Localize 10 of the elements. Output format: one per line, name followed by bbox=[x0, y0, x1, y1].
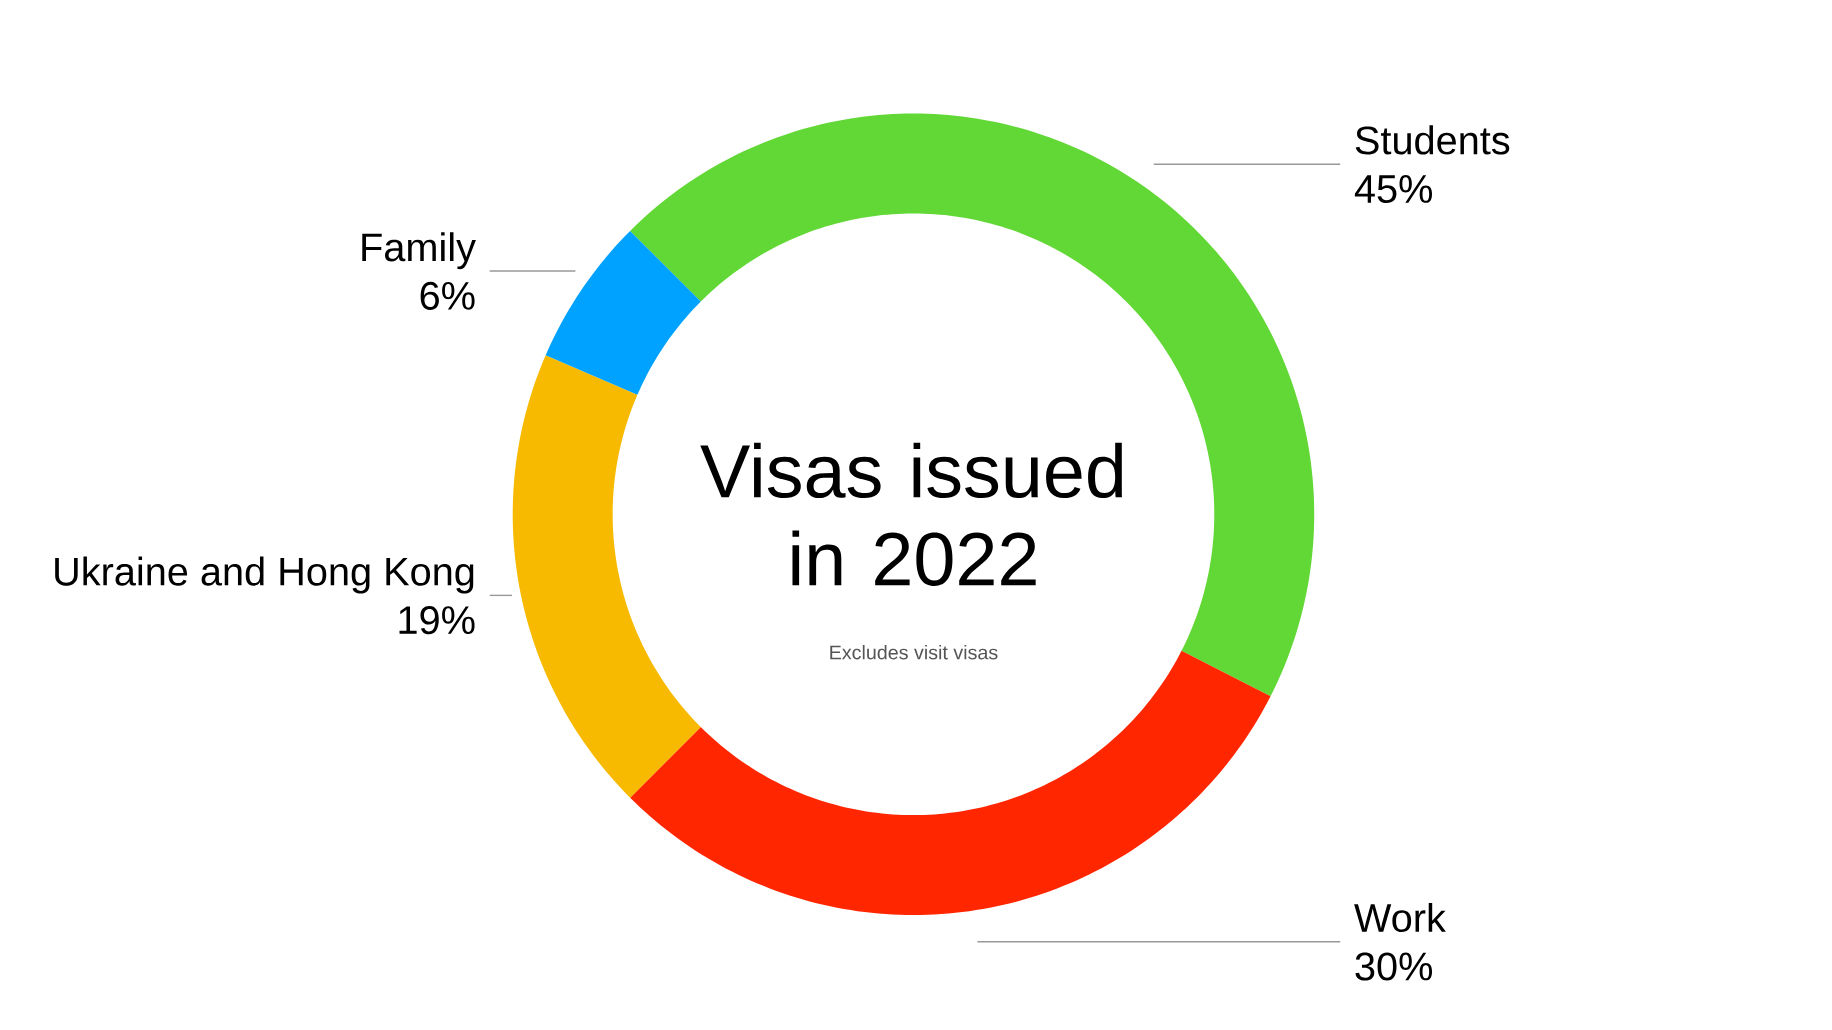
data-label: 6% bbox=[420, 281, 475, 310]
text: Excludes visit visas bbox=[830, 644, 998, 660]
slice-label: Ukraine and Hong Kong bbox=[55, 556, 474, 594]
slice-label: Work bbox=[1354, 902, 1446, 933]
text: Visas issued in 2022 bbox=[700, 442, 1123, 586]
slice-label: Students bbox=[1355, 125, 1510, 155]
data-label: 45% bbox=[1354, 175, 1432, 204]
slice-label: Family bbox=[362, 232, 476, 270]
data-label: 30% bbox=[1355, 952, 1432, 981]
data-label: 19% bbox=[399, 606, 475, 635]
